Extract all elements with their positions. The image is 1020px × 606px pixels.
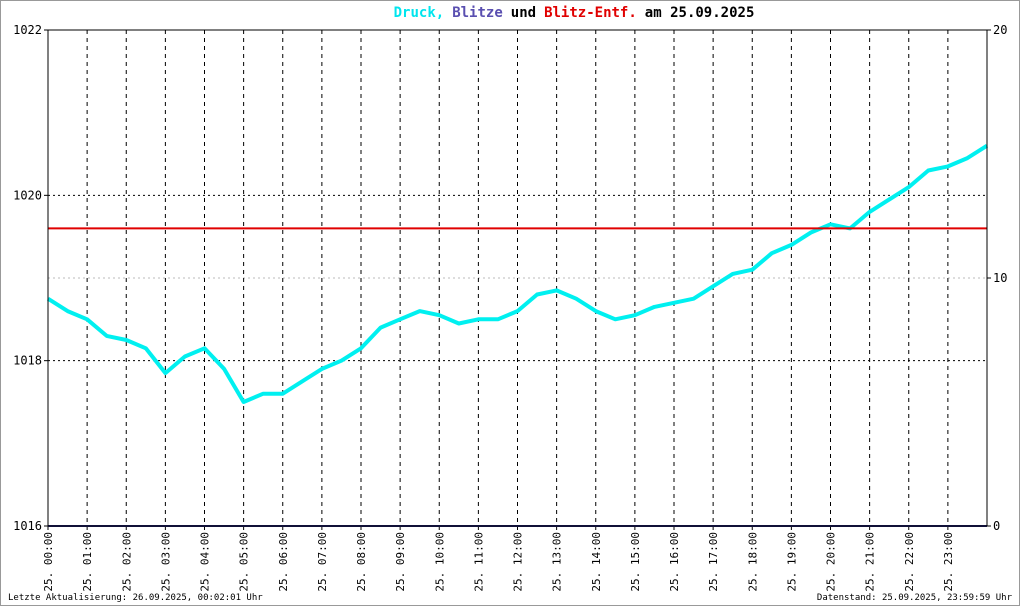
footer-right: Datenstand: 25.09.2025, 23:59:59 Uhr <box>817 593 1013 603</box>
y-tick-label: 1020 <box>13 188 42 202</box>
x-tick-label: 25. 14:00 <box>590 532 603 592</box>
title-part: Blitz-Entf. <box>544 5 637 21</box>
y2-tick-label: 0 <box>993 519 1000 533</box>
x-tick-label: 25. 11:00 <box>472 532 485 592</box>
x-tick-label: 25. 15:00 <box>629 532 642 592</box>
x-tick-label: 25. 09:00 <box>394 532 407 592</box>
chart-title: Druck, Blitze und Blitz-Entf. am 25.09.2025 <box>394 5 755 21</box>
x-tick-label: 25. 06:00 <box>277 532 290 592</box>
y2-tick-label: 20 <box>993 23 1007 37</box>
x-tick-label: 25. 18:00 <box>746 532 759 592</box>
x-tick-label: 25. 13:00 <box>551 532 564 592</box>
x-tick-label: 25. 21:00 <box>864 532 877 592</box>
x-tick-label: 25. 17:00 <box>707 532 720 592</box>
y-tick-label: 1018 <box>13 354 42 368</box>
x-tick-label: 25. 16:00 <box>668 532 681 592</box>
y-tick-label: 1016 <box>13 519 42 533</box>
x-tick-label: 25. 07:00 <box>316 532 329 592</box>
x-tick-label: 25. 03:00 <box>159 532 172 592</box>
title-part: Blitze <box>452 5 503 21</box>
x-tick-label: 25. 22:00 <box>903 532 916 592</box>
footer-left: Letzte Aktualisierung: 26.09.2025, 00:02… <box>8 593 263 603</box>
x-tick-label: 25. 12:00 <box>512 532 525 592</box>
x-tick-label: 25. 04:00 <box>199 532 212 592</box>
x-tick-label: 25. 20:00 <box>825 532 838 592</box>
x-tick-label: 25. 00:00 <box>42 532 55 592</box>
x-tick-label: 25. 10:00 <box>433 532 446 592</box>
series-line <box>46 144 989 404</box>
x-tick-label: 25. 05:00 <box>238 532 251 592</box>
y-tick-label: 1022 <box>13 23 42 37</box>
x-tick-label: 25. 02:00 <box>120 532 133 592</box>
x-tick-label: 25. 01:00 <box>81 532 94 592</box>
y2-tick-label: 10 <box>993 271 1007 285</box>
x-tick-label: 25. 23:00 <box>942 532 955 592</box>
title-part: und <box>511 5 536 21</box>
plot-border <box>47 29 988 527</box>
title-part: Druck, <box>394 5 445 21</box>
x-tick-label: 25. 19:00 <box>785 532 798 592</box>
title-part: am 25.09.2025 <box>645 5 755 21</box>
x-tick-label: 25. 08:00 <box>355 532 368 592</box>
